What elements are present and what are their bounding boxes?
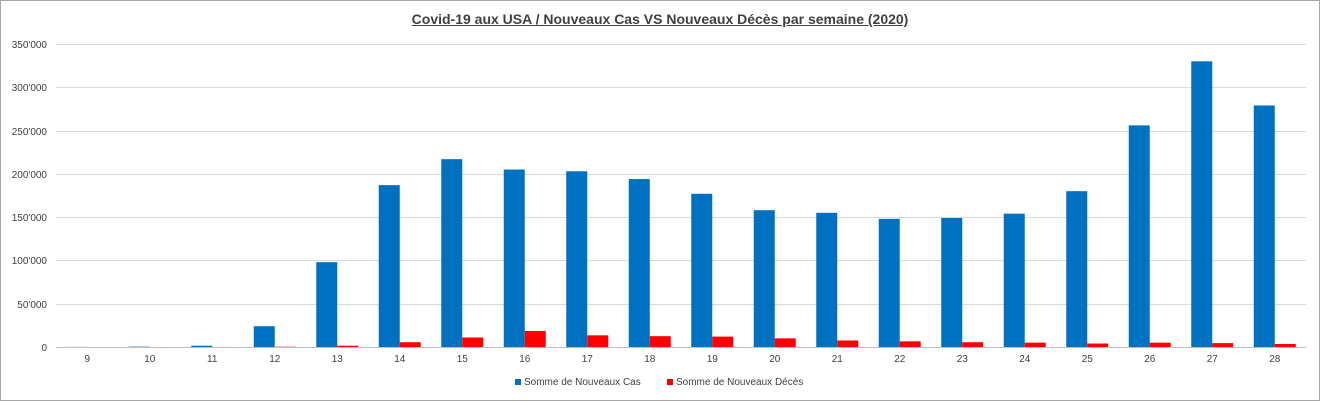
legend-label-deces: Somme de Nouveaux Décès <box>676 377 803 388</box>
x-tick-label: 19 <box>707 354 719 365</box>
x-tick-label: 13 <box>332 354 344 365</box>
x-tick-label: 17 <box>582 354 594 365</box>
bar-nouveaux-cas <box>191 345 213 347</box>
bar-nouveaux-deces <box>712 336 734 347</box>
x-tick-label: 12 <box>269 354 281 365</box>
x-tick-label: 9 <box>84 354 90 365</box>
bar-nouveaux-deces <box>337 345 359 347</box>
bar-nouveaux-deces <box>649 336 671 347</box>
x-tick-label: 22 <box>894 354 906 365</box>
bar-nouveaux-cas <box>816 212 838 347</box>
bar-nouveaux-cas <box>253 326 275 347</box>
legend-label-cas: Somme de Nouveaux Cas <box>524 377 641 388</box>
bar-nouveaux-cas <box>628 179 650 347</box>
bar-nouveaux-cas <box>691 193 713 347</box>
bar-nouveaux-deces <box>899 341 921 347</box>
bar-nouveaux-deces <box>1149 342 1171 347</box>
bar-nouveaux-cas <box>566 171 588 347</box>
y-axis-ticks: 0 50'000 100'000 150'000 200'000 250'000 300'0… <box>12 40 48 354</box>
y-tick-label: 350'000 <box>12 40 48 51</box>
x-tick-label: 21 <box>832 354 844 365</box>
bar-nouveaux-deces <box>962 342 984 347</box>
x-tick-label: 10 <box>144 354 156 365</box>
y-tick-label: 50'000 <box>17 300 47 311</box>
x-tick-label: 18 <box>644 354 656 365</box>
bar-nouveaux-cas <box>1128 125 1150 348</box>
bar-nouveaux-deces <box>399 342 421 347</box>
bar-nouveaux-cas <box>1191 61 1213 348</box>
legend-swatch-deces <box>667 379 673 385</box>
bar-nouveaux-cas <box>1066 191 1088 347</box>
bar-nouveaux-cas <box>378 185 400 347</box>
x-tick-label: 25 <box>1082 354 1094 365</box>
x-tick-label: 26 <box>1144 354 1156 365</box>
y-tick-label: 200'000 <box>12 170 48 181</box>
bar-nouveaux-cas <box>941 218 963 347</box>
y-tick-label: 250'000 <box>12 127 48 138</box>
bar-nouveaux-cas <box>1003 213 1025 347</box>
x-tick-label: 15 <box>457 354 469 365</box>
y-tick-label: 100'000 <box>12 256 48 267</box>
bar-nouveaux-deces <box>524 330 546 347</box>
bar-nouveaux-deces <box>587 335 609 347</box>
legend-swatch-cas <box>515 379 521 385</box>
x-axis-ticks: 9 10 11 12 13 14 15 16 17 18 19 20 21 22 23 24 25 26 27 28 <box>84 354 1280 365</box>
x-tick-label: 14 <box>394 354 406 365</box>
bar-nouveaux-deces <box>774 338 796 347</box>
x-tick-label: 27 <box>1207 354 1219 365</box>
bar-nouveaux-cas <box>503 169 525 347</box>
bars <box>66 61 1296 348</box>
bar-nouveaux-deces <box>1024 342 1046 347</box>
bar-nouveaux-cas <box>753 210 775 347</box>
y-tick-label: 300'000 <box>12 83 48 94</box>
bar-nouveaux-deces <box>837 340 859 347</box>
x-tick-label: 11 <box>207 354 218 365</box>
x-tick-label: 20 <box>769 354 781 365</box>
x-tick-label: 24 <box>1019 354 1031 365</box>
x-tick-label: 16 <box>519 354 531 365</box>
bar-nouveaux-cas <box>878 218 900 347</box>
legend: Somme de Nouveaux Cas Somme de Nouveaux D… <box>515 377 803 388</box>
x-tick-label: 28 <box>1269 354 1281 365</box>
grid-lines <box>56 44 1306 348</box>
y-tick-label: 0 <box>41 343 47 354</box>
chart-title: Covid-19 aux USA / Nouveaux Cas VS Nouve… <box>411 11 909 27</box>
bar-nouveaux-deces <box>1274 343 1296 347</box>
bar-nouveaux-deces <box>1087 343 1109 347</box>
x-tick-label: 23 <box>957 354 969 365</box>
bar-nouveaux-cas <box>1253 105 1275 347</box>
bar-nouveaux-cas <box>441 159 463 347</box>
bar-nouveaux-deces <box>462 337 484 347</box>
bar-nouveaux-deces <box>1212 343 1234 347</box>
y-tick-label: 150'000 <box>12 213 48 224</box>
bar-nouveaux-cas <box>316 262 338 347</box>
